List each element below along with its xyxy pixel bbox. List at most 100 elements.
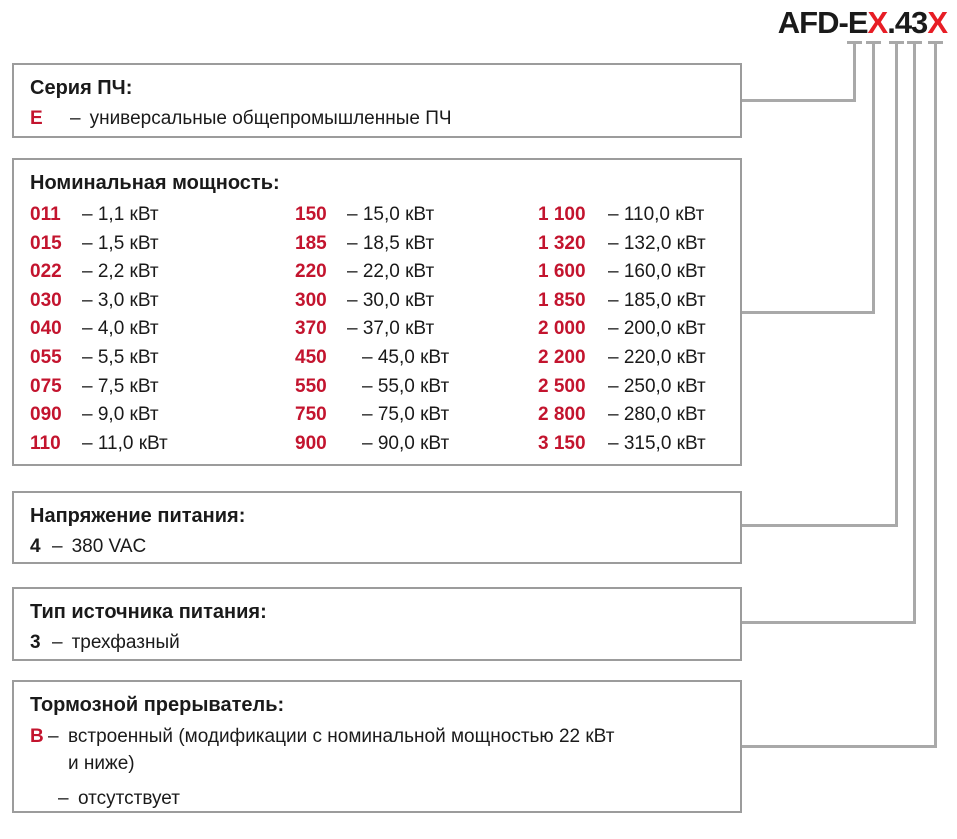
- power-row: 150 – 15,0 кВт: [295, 201, 538, 230]
- power-row: 1 600 – 160,0 кВт: [538, 258, 724, 287]
- model-code-segment: X: [867, 5, 889, 40]
- power-column: 150 – 15,0 кВт 185 – 18,5 кВт 220 – 22,0 кВт 3…: [295, 201, 538, 458]
- power-code: 011: [30, 204, 61, 225]
- power-row: 011 – 1,1 кВт: [30, 201, 295, 230]
- power-row: 075 – 7,5 кВт: [30, 373, 295, 402]
- voltage-box: Напряжение питания: 4 – 380 VAC: [12, 491, 742, 564]
- power-row: 900 – 90,0 кВт: [295, 430, 538, 459]
- model-code: AFD-EX.43X: [777, 5, 948, 41]
- power-code: 055: [30, 346, 62, 368]
- power-value: – 18,5 кВт: [347, 232, 435, 254]
- power-code: 2 500: [538, 375, 586, 397]
- power-value: – 185,0 кВт: [608, 289, 706, 311]
- power-row: 750 – 75,0 кВт: [295, 401, 538, 430]
- power-value: – 160,0 кВт: [608, 261, 706, 283]
- power-code: 185: [295, 232, 327, 254]
- connector-brake-line: [742, 745, 937, 748]
- power-value: – 280,0 кВт: [608, 404, 706, 426]
- power-row: 2 500 – 250,0 кВт: [538, 373, 724, 402]
- dash: –: [58, 788, 69, 809]
- power-code: 750: [295, 404, 327, 426]
- power-code: 075: [30, 375, 62, 397]
- series-code: E: [30, 108, 43, 129]
- power-code: 220: [295, 261, 327, 283]
- power-value: – 90,0 кВт: [362, 432, 450, 454]
- series-description: универсальные общепромышленные ПЧ: [89, 108, 452, 129]
- power-value: – 37,0 кВт: [347, 318, 435, 340]
- power-value: – 1,5 кВт: [82, 232, 159, 254]
- connector-series-line: [742, 99, 856, 102]
- power-value: – 15,0 кВт: [347, 204, 435, 225]
- voltage-entry: 4 – 380 VAC: [30, 534, 724, 560]
- power-code: 110: [30, 432, 61, 454]
- power-code: 2 800: [538, 404, 586, 426]
- power-code: 015: [30, 232, 62, 254]
- power-row: 1 320 – 132,0 кВт: [538, 230, 724, 259]
- power-code: 1 850: [538, 289, 586, 311]
- power-row: 090 – 9,0 кВт: [30, 401, 295, 430]
- model-code-segment: AFD-E: [777, 5, 869, 40]
- section-title: Серия ПЧ:: [30, 77, 133, 99]
- source-description: трехфазный: [71, 632, 180, 653]
- power-row: 110 – 11,0 кВт: [30, 430, 295, 459]
- power-value: – 250,0 кВт: [608, 375, 706, 397]
- connector-power-line: [742, 311, 875, 314]
- power-code: 150: [295, 204, 327, 225]
- section-title: Тип источника питания:: [30, 601, 267, 623]
- power-value: – 110,0 кВт: [608, 204, 705, 225]
- power-code: 1 320: [538, 232, 586, 254]
- power-code: 1 100: [538, 204, 586, 225]
- dash: –: [70, 108, 81, 129]
- power-row: 185 – 18,5 кВт: [295, 230, 538, 259]
- power-row: 022 – 2,2 кВт: [30, 258, 295, 287]
- series-box: Серия ПЧ: E – универсальные общепромышле…: [12, 63, 742, 138]
- power-row: 3 150 – 315,0 кВт: [538, 430, 724, 459]
- brake-description: встроенный (модификации с номинальной мо…: [68, 726, 615, 774]
- brake-items: B – встроенный (модификации с номинальной …: [30, 723, 724, 812]
- power-row: 015 – 1,5 кВт: [30, 230, 295, 259]
- dash: –: [52, 536, 63, 557]
- brake-item: B – встроенный (модификации с номинальной …: [30, 723, 724, 777]
- power-code: 450: [295, 346, 327, 368]
- power-value: – 30,0 кВт: [347, 289, 435, 311]
- power-value: – 5,5 кВт: [82, 346, 159, 368]
- connector-voltage-line: [742, 524, 898, 527]
- source-type-box: Тип источника питания: 3 – трехфазный: [12, 587, 742, 661]
- power-code: 1 600: [538, 261, 586, 283]
- power-column: 011– 1,1 кВт 015– 1,5 кВт 022– 2,2 кВт 030–…: [30, 201, 295, 458]
- brake-box: Тормозной прерыватель: B – встроенный (мод…: [12, 680, 742, 813]
- power-code: 2 000: [538, 318, 586, 340]
- power-row: 1 850 – 185,0 кВт: [538, 287, 724, 316]
- connector-source-stem: [913, 42, 916, 624]
- brake-description: отсутствует: [78, 788, 180, 809]
- power-row: 055 – 5,5 кВт: [30, 344, 295, 373]
- power-row: 040 – 4,0 кВт: [30, 315, 295, 344]
- power-value: – 315,0 кВт: [608, 432, 706, 454]
- power-code: 022: [30, 261, 62, 283]
- power-row: 2 200 – 220,0 кВт: [538, 344, 724, 373]
- power-code: 900: [295, 432, 327, 454]
- power-code: 030: [30, 289, 62, 311]
- series-entry: E – универсальные общепромышленные ПЧ: [30, 106, 724, 132]
- source-entry: 3 – трехфазный: [30, 630, 724, 656]
- power-value: – 45,0 кВт: [362, 346, 450, 368]
- power-code: 090: [30, 404, 62, 426]
- power-value: – 75,0 кВт: [362, 404, 450, 426]
- power-code: 3 150: [538, 432, 586, 454]
- brake-code: B: [30, 726, 44, 747]
- voltage-code: 4: [30, 536, 41, 557]
- power-row: 2 800 – 280,0 кВт: [538, 401, 724, 430]
- power-value: – 55,0 кВт: [362, 375, 450, 397]
- power-row: 2 000 – 200,0 кВт: [538, 315, 724, 344]
- power-value: – 11,0 кВт: [82, 432, 168, 454]
- power-code: 370: [295, 318, 327, 340]
- connector-brake-stem: [934, 42, 937, 748]
- power-value: – 4,0 кВт: [82, 318, 159, 340]
- power-value: – 132,0 кВт: [608, 232, 706, 254]
- dash: –: [48, 726, 59, 747]
- model-code-segment: .43: [887, 5, 928, 40]
- source-code: 3: [30, 632, 41, 653]
- power-row: 550 – 55,0 кВт: [295, 373, 538, 402]
- section-title: Тормозной прерыватель:: [30, 694, 285, 716]
